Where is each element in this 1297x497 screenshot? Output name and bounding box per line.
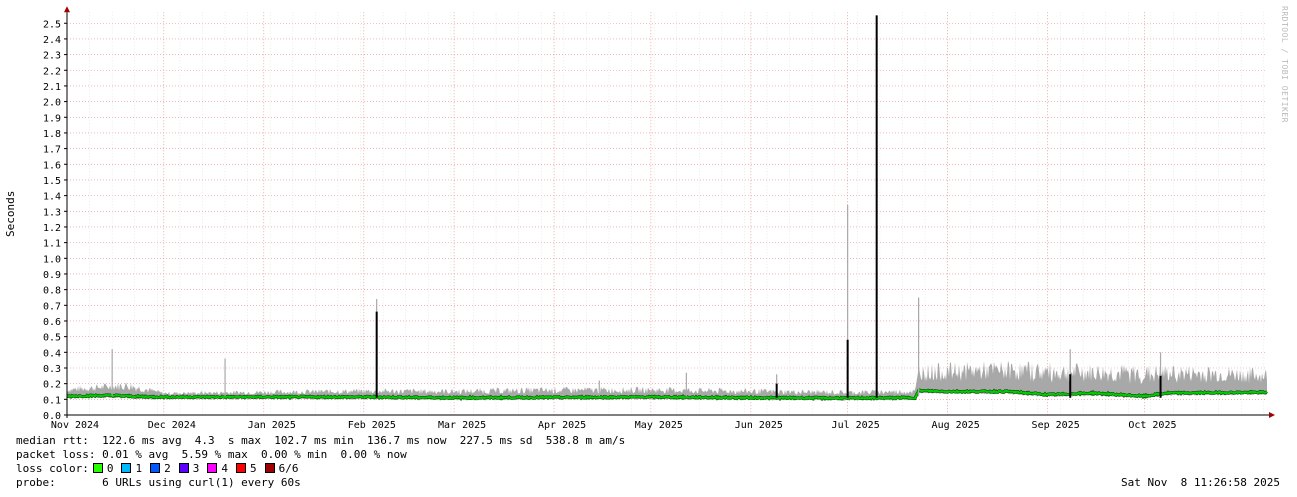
median-polyline — [66, 388, 1268, 401]
y-tick-label: 2.1 — [43, 82, 61, 93]
latency-chart: 0.0 0.1 0.2 0.3 0.4 0.5 0.6 0.7 0.8 0.9 1.0 1.1 1.2 1… — [43, 6, 1275, 431]
y-tick-label: 1.8 — [43, 129, 61, 140]
y-tick-label: 2.5 — [43, 19, 61, 30]
legend-loss: packet loss: 0.01 % avg 5.59 % max 0.00 … — [16, 448, 407, 461]
grid — [66, 12, 1267, 415]
legend-rtt: median rtt: 122.6 ms avg 4.3 s max 102.7… — [16, 434, 626, 447]
y-tick-label: 0.5 — [43, 333, 61, 344]
x-tick-labels: Nov 2024 Dec 2024 Jan 2025 Feb 2025 Mar 2025… — [51, 420, 1177, 431]
y-tick-label: 0.0 — [43, 411, 61, 422]
loss-color-swatch-label: 6/6 — [278, 462, 299, 475]
y-tick-label: 2.0 — [43, 98, 61, 109]
x-tick-label: Apr 2025 — [538, 420, 586, 431]
y-tick-label: 1.0 — [43, 254, 61, 265]
y-tick-label: 0.3 — [43, 364, 61, 375]
x-tick-label: Jul 2025 — [832, 420, 880, 431]
loss-color-swatch-label: 4 — [221, 462, 228, 475]
y-tick-label: 1.9 — [43, 113, 61, 124]
y-tick-label: 1.1 — [43, 239, 61, 250]
loss-color-swatch-label: 2 — [164, 462, 171, 475]
loss-color-swatch — [178, 463, 189, 473]
probe-text: 6 URLs using curl(1) every 60s — [102, 476, 301, 489]
loss-color-swatch — [207, 463, 218, 473]
y-axis-arrow — [64, 6, 70, 13]
loss-color-swatch — [235, 463, 246, 473]
y-tick-label: 1.6 — [43, 160, 61, 171]
x-tick-label: Jun 2025 — [735, 420, 783, 431]
legend-probe: probe: 6 URLs using curl(1) every 60s — [16, 476, 301, 490]
y-tick-label: 0.1 — [43, 395, 61, 406]
x-tick-label: Mar 2025 — [438, 420, 486, 431]
x-tick-label: Aug 2025 — [932, 420, 980, 431]
y-tick-label: 1.4 — [43, 192, 61, 203]
y-tick-label: 1.7 — [43, 145, 61, 156]
probe-label: probe: — [16, 476, 56, 489]
loss-color-swatches: 0 1 2 3 4 5 6/6 — [89, 462, 303, 475]
y-tick-label: 0.4 — [43, 348, 61, 359]
rrdtool-watermark: RRDTOOL / TOBI OETIKER — [1280, 6, 1289, 123]
x-tick-label: Jan 2025 — [248, 420, 296, 431]
y-tick-label: 0.7 — [43, 301, 61, 312]
loss-color-swatch — [150, 463, 161, 473]
y-axis-label: Seconds — [4, 190, 17, 237]
x-axis-arrow — [1269, 412, 1275, 418]
x-tick-label: Feb 2025 — [348, 420, 396, 431]
loss-color-swatch-label: 5 — [249, 462, 257, 475]
legend-loss-colors: loss color: 0 1 2 3 4 5 6/6 — [16, 462, 302, 476]
loss-color-swatch-label: 1 — [135, 462, 143, 475]
x-tick-label: May 2025 — [635, 420, 683, 431]
y-tick-labels: 0.0 0.1 0.2 0.3 0.4 0.5 0.6 0.7 0.8 0.9 1.0 1.1 1.2 1… — [43, 19, 67, 422]
x-tick-label: Nov 2024 — [51, 420, 99, 431]
y-tick-label: 0.6 — [43, 317, 61, 328]
loss-color-swatch-label: 0 — [106, 462, 114, 475]
loss-color-label: loss color: — [16, 462, 89, 475]
loss-color-swatch — [264, 463, 275, 473]
loss-color-swatch — [92, 463, 103, 473]
y-tick-label: 2.4 — [43, 35, 61, 46]
loss-color-swatch — [121, 463, 132, 473]
y-tick-label: 1.5 — [43, 176, 61, 187]
y-tick-label: 2.2 — [43, 66, 61, 77]
timestamp: Sat Nov 8 11:26:58 2025 — [1121, 476, 1280, 489]
y-tick-label: 0.8 — [43, 286, 61, 297]
median-line — [66, 388, 1268, 402]
spikes — [111, 15, 1162, 398]
y-tick-label: 2.3 — [43, 51, 61, 62]
y-tick-label: 1.3 — [43, 207, 61, 218]
x-tick-label: Dec 2024 — [148, 420, 196, 431]
y-tick-label: 0.2 — [43, 380, 61, 391]
axes — [64, 6, 1275, 418]
y-tick-label: 0.9 — [43, 270, 61, 281]
x-tick-label: Sep 2025 — [1032, 420, 1080, 431]
x-tick-label: Oct 2025 — [1128, 420, 1176, 431]
loss-color-swatch-label: 3 — [192, 462, 200, 475]
y-tick-label: 1.2 — [43, 223, 61, 234]
